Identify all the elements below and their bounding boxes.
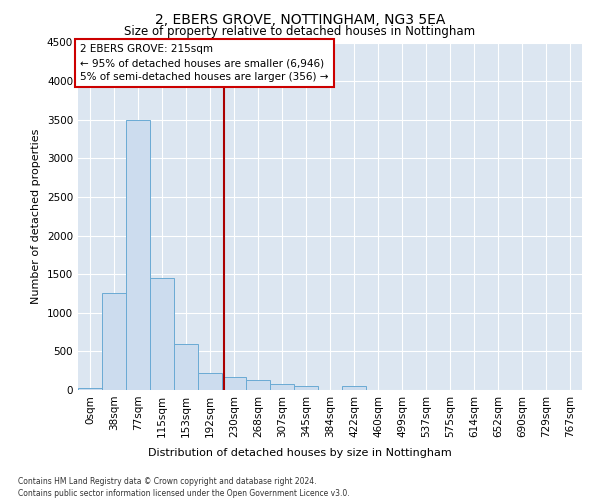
- Bar: [126, 120, 150, 390]
- Bar: [174, 344, 198, 390]
- Bar: [102, 294, 126, 390]
- Bar: [270, 384, 294, 390]
- Bar: [222, 377, 246, 390]
- Text: Distribution of detached houses by size in Nottingham: Distribution of detached houses by size …: [148, 448, 452, 458]
- Text: Contains public sector information licensed under the Open Government Licence v3: Contains public sector information licen…: [18, 489, 350, 498]
- Bar: [342, 386, 366, 390]
- Y-axis label: Number of detached properties: Number of detached properties: [31, 128, 41, 304]
- Bar: [150, 278, 174, 390]
- Bar: [246, 380, 270, 390]
- Text: 2 EBERS GROVE: 215sqm
← 95% of detached houses are smaller (6,946)
5% of semi-de: 2 EBERS GROVE: 215sqm ← 95% of detached …: [80, 44, 329, 82]
- Text: Size of property relative to detached houses in Nottingham: Size of property relative to detached ho…: [124, 25, 476, 38]
- Bar: [198, 373, 222, 390]
- Text: 2, EBERS GROVE, NOTTINGHAM, NG3 5EA: 2, EBERS GROVE, NOTTINGHAM, NG3 5EA: [155, 12, 445, 26]
- Bar: [294, 386, 318, 390]
- Text: Contains HM Land Registry data © Crown copyright and database right 2024.: Contains HM Land Registry data © Crown c…: [18, 478, 317, 486]
- Bar: [78, 388, 102, 390]
